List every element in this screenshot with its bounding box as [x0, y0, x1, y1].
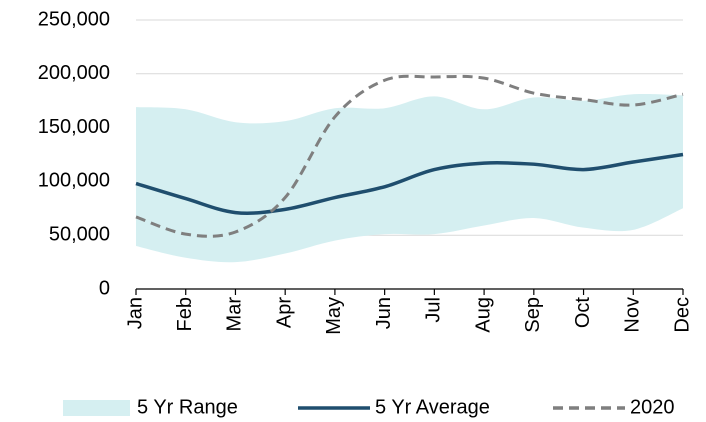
x-tick-label: Jan [124, 297, 146, 329]
x-tick-label: Apr [273, 297, 295, 328]
x-tick-label: May [323, 297, 345, 335]
x-tick-label: Feb [174, 297, 196, 331]
y-tick-label: 200,000 [38, 62, 110, 84]
x-tick-label: Sep [522, 297, 544, 333]
x-tick-label: Aug [472, 297, 494, 333]
y-tick-label: 0 [99, 277, 110, 299]
x-tick-label: Jul [423, 297, 445, 323]
line [135, 74, 684, 238]
y-tick-label: 50,000 [49, 223, 110, 245]
x-tick-label: Mar [224, 297, 246, 332]
legend-label: 2020 [630, 396, 675, 418]
legend-swatch [63, 400, 130, 416]
y-tick-label: 250,000 [38, 8, 110, 30]
legend-label: 5 Yr Average [375, 396, 490, 418]
y-tick-label: 150,000 [38, 116, 110, 138]
legend-label: 5 Yr Range [137, 396, 238, 418]
y-tick-label: 100,000 [38, 170, 110, 192]
x-tick-label: Dec [671, 297, 693, 333]
x-tick-label: Jun [373, 297, 395, 329]
x-tick-label: Oct [572, 297, 594, 329]
x-tick-label: Nov [622, 297, 644, 333]
line [135, 152, 684, 215]
